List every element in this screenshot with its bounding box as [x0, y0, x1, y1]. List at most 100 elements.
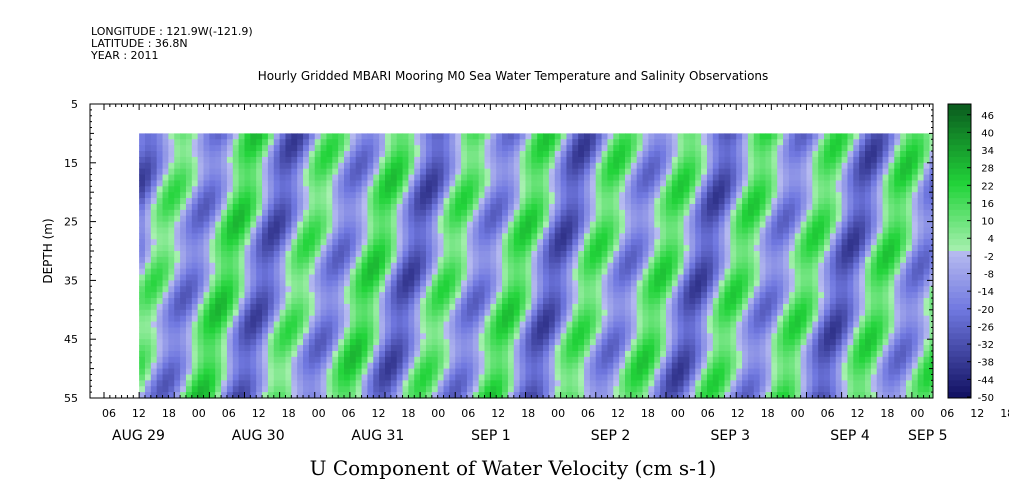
heatmap-cell — [660, 133, 667, 140]
heatmap-cell — [484, 362, 491, 370]
heatmap-cell — [507, 198, 515, 205]
heatmap-cell — [144, 362, 152, 370]
heatmap-cell — [783, 268, 790, 276]
heatmap-cell — [197, 151, 205, 158]
heatmap-cell — [718, 180, 726, 187]
heatmap-cell — [513, 286, 521, 293]
heatmap-cell — [197, 221, 205, 229]
heatmap-cell — [455, 292, 462, 299]
heatmap-cell — [197, 139, 205, 146]
heatmap-cell — [303, 286, 310, 293]
heatmap-cell — [625, 392, 632, 399]
heatmap-cell — [273, 268, 281, 276]
heatmap-cell — [584, 386, 591, 393]
heatmap-cell — [566, 203, 573, 211]
heatmap-cell — [162, 262, 169, 270]
heatmap-cell — [671, 133, 679, 140]
heatmap-cell — [461, 262, 468, 270]
heatmap-cell — [197, 386, 205, 393]
heatmap-cell — [443, 309, 450, 317]
heatmap-cell — [262, 209, 269, 217]
heatmap-cell — [379, 380, 386, 387]
heatmap-cell — [314, 180, 322, 187]
heatmap-cell — [238, 203, 246, 211]
heatmap-cell — [279, 339, 287, 346]
heatmap-cell — [689, 280, 696, 287]
heatmap-cell — [572, 368, 579, 376]
heatmap-cell — [361, 356, 369, 364]
heatmap-cell — [180, 227, 187, 234]
heatmap-cell — [139, 345, 146, 352]
heatmap-cell — [168, 209, 175, 217]
heatmap-cell — [548, 345, 556, 352]
heatmap-cell — [203, 262, 210, 270]
heatmap-cell — [706, 292, 714, 299]
heatmap-cell — [765, 156, 772, 164]
heatmap-cell — [525, 133, 532, 140]
heatmap-cell — [244, 174, 251, 182]
heatmap-cell — [291, 392, 298, 399]
heatmap-cell — [777, 315, 784, 323]
heatmap-cell — [589, 203, 597, 211]
heatmap-cell — [671, 374, 679, 381]
heatmap-cell — [589, 168, 597, 176]
heatmap-cell — [139, 315, 146, 323]
heatmap-cell — [273, 345, 281, 352]
heatmap-cell — [144, 168, 152, 176]
heatmap-cell — [279, 221, 287, 229]
heatmap-cell — [390, 303, 398, 311]
heatmap-cell — [320, 374, 328, 381]
heatmap-cell — [273, 139, 281, 146]
heatmap-cell — [256, 262, 263, 270]
heatmap-cell — [174, 274, 181, 281]
heatmap-cell — [701, 133, 708, 140]
heatmap-cell — [320, 280, 328, 287]
heatmap-cell — [168, 180, 175, 187]
heatmap-cell — [537, 268, 544, 276]
heatmap-cell — [572, 345, 579, 352]
heatmap-cell — [355, 286, 363, 293]
heatmap-cell — [724, 133, 731, 140]
heatmap-cell — [683, 274, 690, 281]
heatmap-cell — [262, 133, 269, 140]
heatmap-cell — [706, 215, 714, 223]
heatmap-cell — [349, 374, 357, 381]
heatmap-cell — [642, 380, 650, 387]
heatmap-cell — [537, 186, 544, 193]
heatmap-cell — [355, 156, 363, 164]
heatmap-cell — [256, 133, 263, 140]
heatmap-cell — [484, 350, 491, 358]
heatmap-cell — [730, 315, 737, 323]
heatmap-cell — [548, 350, 556, 358]
heatmap-cell — [771, 245, 778, 252]
heatmap-cell — [425, 380, 433, 387]
heatmap-cell — [683, 303, 690, 311]
heatmap-cell — [344, 298, 351, 305]
heatmap-cell — [408, 392, 415, 399]
heatmap-cell — [601, 251, 609, 258]
heatmap-cell — [355, 174, 363, 182]
heatmap-cell — [472, 198, 480, 205]
heatmap-cell — [736, 303, 743, 311]
heatmap-cell — [150, 162, 158, 170]
heatmap-cell — [783, 256, 790, 264]
heatmap-cell — [496, 274, 503, 281]
heatmap-cell — [472, 227, 480, 234]
heatmap-cell — [706, 362, 714, 370]
heatmap-cell — [718, 156, 726, 164]
heatmap-cell — [730, 192, 737, 199]
heatmap-cell — [379, 151, 386, 158]
heatmap-cell — [326, 174, 333, 182]
heatmap-cell — [402, 162, 409, 170]
heatmap-cell — [660, 256, 667, 264]
heatmap-cell — [144, 215, 152, 223]
heatmap-cell — [344, 321, 351, 329]
heatmap-cell — [519, 151, 527, 158]
heatmap-cell — [712, 386, 720, 393]
heatmap-cell — [326, 339, 333, 346]
heatmap-cell — [619, 309, 626, 317]
heatmap-cell — [256, 356, 263, 364]
heatmap-cell — [519, 392, 527, 399]
heatmap-cell — [660, 209, 667, 217]
heatmap-cell — [478, 286, 486, 293]
